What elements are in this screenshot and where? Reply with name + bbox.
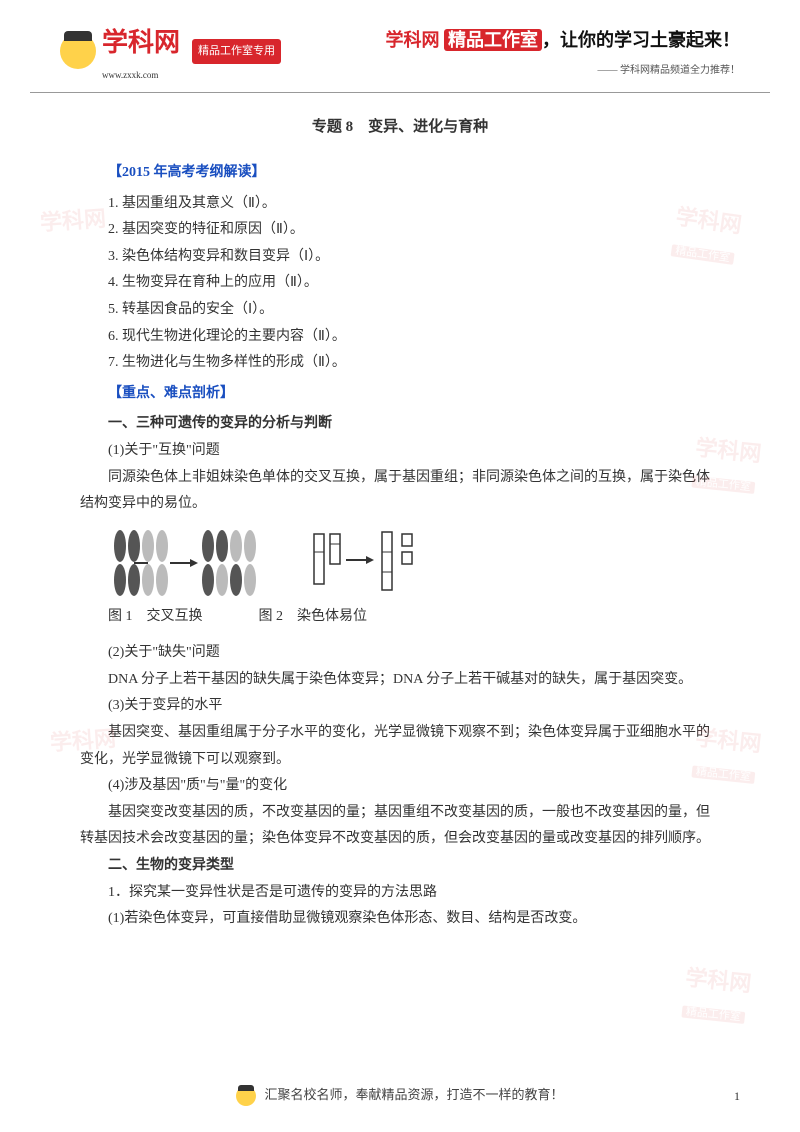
logo-block: 学科网 www.zxxk.com 精品工作室专用 [60,18,281,84]
subheading-1: 一、三种可遗传的变异的分析与判断 [80,411,720,438]
outline-item: 7. 生物进化与生物多样性的形成（Ⅱ）。 [80,350,720,377]
footer-text: 汇聚名校名师，奉献精品资源，打造不一样的教育！ [264,1083,563,1108]
p3-label: (3)关于变异的水平 [80,693,720,720]
outline-item: 5. 转基因食品的安全（Ⅰ）。 [80,297,720,324]
p1-label: (1)关于"互换"问题 [80,438,720,465]
outline-item: 6. 现代生物进化理论的主要内容（Ⅱ）。 [80,324,720,351]
slogan-part-a: 学科网 [386,30,440,50]
p2-label: (2)关于"缺失"问题 [80,640,720,667]
p4-label: (4)涉及基因"质"与"量"的变化 [80,773,720,800]
figure-2-translocation [308,528,428,598]
page-body: 专题 8 变异、进化与育种 【2015 年高考考纲解读】 1. 基因重组及其意义… [0,93,800,932]
logo-title: 学科网 [102,18,180,67]
logo-url: www.zxxk.com [102,67,180,84]
slogan-sub: —— 学科网精品频道全力推荐！ [386,61,741,80]
slogan-part-b: 精品工作室 [444,29,542,51]
footer-icon [236,1086,256,1106]
figure-row [108,528,720,598]
outline-item: 3. 染色体结构变异和数目变异（Ⅰ）。 [80,244,720,271]
page-number: 1 [734,1085,740,1108]
p6: (1)若染色体变异，可直接借助显微镜观察染色体形态、数目、结构是否改变。 [80,906,720,933]
slogan-part-c: ，让你的学习土豪起来！ [542,30,740,50]
p3-body: 基因突变、基因重组属于分子水平的变化，光学显微镜下观察不到；染色体变异属于亚细胞… [80,720,720,773]
page-header: 学科网 www.zxxk.com 精品工作室专用 学科网 精品工作室，让你的学习… [30,0,770,93]
watermark: 学科网精品工作室 [681,957,754,1032]
p2-body: DNA 分子上若干基因的缺失属于染色体变异；DNA 分子上若干碱基对的缺失，属于… [80,667,720,694]
subheading-2: 二、生物的变异类型 [80,853,720,880]
p4-body: 基因突变改变基因的质，不改变基因的量；基因重组不改变基因的质，一般也不改变基因的… [80,800,720,853]
header-slogan: 学科网 精品工作室，让你的学习土豪起来！ —— 学科网精品频道全力推荐！ [386,23,741,80]
outline-item: 4. 生物变异在育种上的应用（Ⅱ）。 [80,270,720,297]
p5: 1．探究某一变异性状是否是可遗传的变异的方法思路 [80,880,720,907]
p1-body: 同源染色体上非姐妹染色单体的交叉互换，属于基因重组；非同源染色体之间的互换，属于… [80,465,720,518]
figure-1-crossover [108,528,258,598]
document-title: 专题 8 变异、进化与育种 [80,113,720,142]
section-head-2: 【重点、难点剖析】 [80,381,720,408]
logo-icon [60,33,96,69]
outline-item: 1. 基因重组及其意义（Ⅱ）。 [80,191,720,218]
section-head-1: 【2015 年高考考纲解读】 [80,160,720,187]
outline-item: 2. 基因突变的特征和原因（Ⅱ）。 [80,217,720,244]
header-badge: 精品工作室专用 [192,39,281,64]
figure-caption: 图 1 交叉互换 图 2 染色体易位 [108,604,720,631]
page-footer: 汇聚名校名师，奉献精品资源，打造不一样的教育！ [0,1083,800,1108]
